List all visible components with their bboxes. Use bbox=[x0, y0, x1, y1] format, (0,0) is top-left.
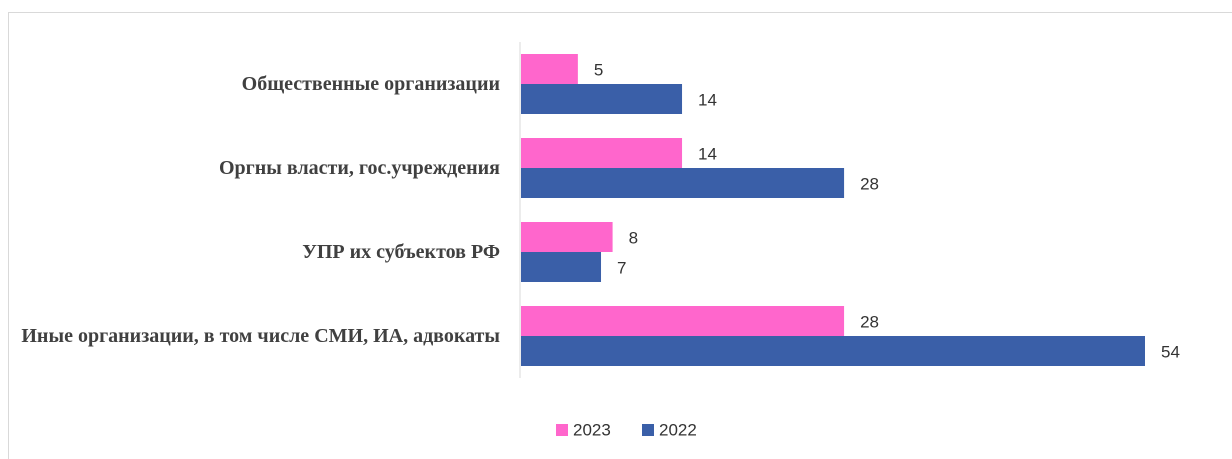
value-label: 8 bbox=[629, 228, 638, 247]
value-label: 7 bbox=[617, 258, 626, 277]
category-label: УПР их субъектов РФ bbox=[302, 241, 500, 263]
bar bbox=[521, 84, 683, 114]
value-label: 28 bbox=[860, 174, 879, 193]
legend-swatch bbox=[642, 424, 654, 436]
bar bbox=[521, 54, 578, 84]
bar bbox=[521, 168, 845, 198]
bar bbox=[521, 222, 613, 252]
bar bbox=[521, 252, 602, 282]
value-label: 54 bbox=[1161, 342, 1180, 361]
value-label: 14 bbox=[698, 144, 717, 163]
category-label: Иные организации, в том числе СМИ, ИА, а… bbox=[21, 325, 500, 347]
value-label: 5 bbox=[594, 60, 603, 79]
legend-label: 2022 bbox=[659, 420, 697, 439]
bar bbox=[521, 138, 683, 168]
category-label: Оргны власти, гос.учреждения bbox=[219, 157, 500, 179]
bar bbox=[521, 306, 845, 336]
value-label: 14 bbox=[698, 90, 717, 109]
value-label: 28 bbox=[860, 312, 879, 331]
bar bbox=[521, 336, 1145, 366]
category-label: Общественные организации bbox=[241, 73, 500, 95]
chart-frame bbox=[8, 12, 1232, 459]
legend-swatch bbox=[556, 424, 568, 436]
legend-label: 2023 bbox=[573, 420, 611, 439]
